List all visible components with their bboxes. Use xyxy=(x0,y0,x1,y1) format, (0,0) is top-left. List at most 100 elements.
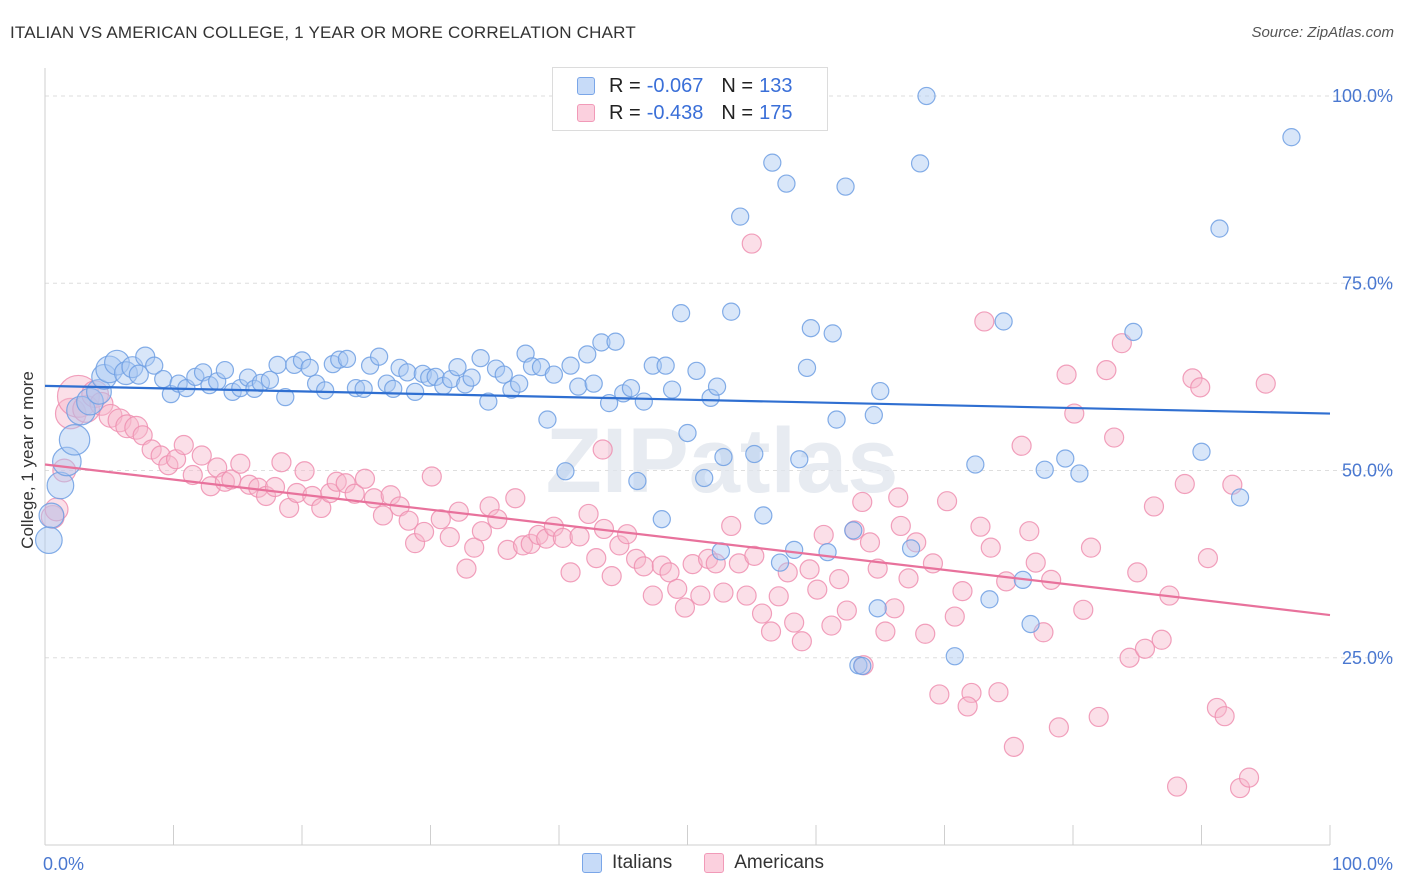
american-point xyxy=(791,631,812,652)
italian-point xyxy=(330,350,349,369)
legend-r-value-italians: -0.067 xyxy=(646,74,704,97)
american-point xyxy=(1080,537,1102,558)
american-point xyxy=(890,515,911,537)
italian-point xyxy=(678,423,697,443)
italian-point xyxy=(731,207,750,226)
italian-point xyxy=(917,86,936,106)
italian-point xyxy=(1021,614,1040,634)
american-point xyxy=(884,598,905,619)
american-point xyxy=(760,621,782,642)
american-point xyxy=(1255,373,1276,394)
american-point xyxy=(344,483,365,504)
american-point xyxy=(497,539,518,560)
americans-swatch xyxy=(577,104,595,122)
italian-point xyxy=(46,471,75,500)
italian-point xyxy=(1035,460,1054,479)
italian-point xyxy=(569,377,588,396)
legend-n-value-americans: 175 xyxy=(759,101,793,124)
italian-point xyxy=(398,363,417,382)
italian-point xyxy=(701,388,720,407)
american-point xyxy=(413,521,435,543)
italian-point xyxy=(994,312,1013,331)
italian-point xyxy=(621,378,641,398)
american-point xyxy=(1041,569,1062,590)
italian-point xyxy=(215,360,235,380)
italian-point xyxy=(76,387,104,416)
american-point xyxy=(1143,496,1165,517)
italian-point xyxy=(448,357,467,377)
american-point xyxy=(578,503,599,525)
american-point xyxy=(354,468,376,489)
bottom-legend-italians-label: Italians xyxy=(612,852,673,873)
american-point xyxy=(536,528,557,549)
american-point xyxy=(744,545,765,566)
american-point xyxy=(311,497,332,519)
italian-point xyxy=(556,462,575,481)
american-point xyxy=(1096,360,1117,381)
american-point xyxy=(1190,377,1211,398)
x-tick-labels: 0.0% 100.0% xyxy=(43,854,1393,874)
american-point xyxy=(464,537,485,558)
american-point xyxy=(682,554,703,575)
italian-point xyxy=(754,506,773,525)
italian-point xyxy=(790,450,809,469)
american-point xyxy=(372,505,394,526)
italian-point xyxy=(836,177,855,196)
italian-point xyxy=(337,349,357,369)
american-point xyxy=(1238,767,1260,788)
italian-point xyxy=(479,392,498,411)
american-point xyxy=(1025,552,1046,573)
american-point xyxy=(957,696,978,717)
italian-point xyxy=(369,347,389,366)
italians-trend-line xyxy=(44,384,1331,415)
italian-point xyxy=(544,365,564,384)
american-point xyxy=(1111,333,1132,354)
american-point xyxy=(1151,629,1172,650)
american-point xyxy=(609,535,630,556)
italian-point xyxy=(853,656,872,676)
american-point xyxy=(132,425,153,446)
american-point xyxy=(1048,717,1069,738)
american-point xyxy=(642,585,663,606)
american-point xyxy=(1088,706,1109,728)
american-point xyxy=(936,491,958,512)
american-point xyxy=(867,558,888,579)
american-point xyxy=(271,452,292,473)
american-point xyxy=(421,466,442,487)
american-point xyxy=(852,491,873,513)
american-point xyxy=(1206,697,1228,719)
american-point xyxy=(777,562,798,583)
american-point xyxy=(173,434,194,456)
italian-point xyxy=(777,174,796,193)
bottom-legend-italians[interactable]: Italians xyxy=(582,852,672,874)
american-point xyxy=(264,476,286,498)
american-point xyxy=(667,578,688,599)
italian-point xyxy=(292,351,312,370)
american-point xyxy=(1127,562,1148,583)
american-point xyxy=(1073,599,1094,620)
bottom-legend-americans[interactable]: Americans xyxy=(704,852,824,874)
american-point xyxy=(560,562,581,583)
american-point xyxy=(829,569,850,590)
y-axis-label: College, 1 year or more xyxy=(18,371,37,549)
american-point xyxy=(430,509,451,530)
italian-point xyxy=(763,153,782,172)
italian-point xyxy=(722,302,741,321)
american-point xyxy=(898,568,919,589)
italian-point xyxy=(538,410,557,429)
italian-point xyxy=(145,356,164,375)
americans-swatch xyxy=(704,853,725,873)
american-point xyxy=(713,582,734,603)
italian-point xyxy=(510,374,529,393)
american-point xyxy=(601,566,622,587)
legend-r-label: R = xyxy=(609,74,641,97)
italian-point xyxy=(420,368,439,387)
italian-point xyxy=(745,444,764,464)
series-americans xyxy=(40,233,1276,799)
italian-point xyxy=(827,410,846,429)
american-point xyxy=(471,521,492,542)
source-label: Source: ZipAtlas.com xyxy=(1251,24,1394,41)
italian-point xyxy=(260,370,280,390)
american-point xyxy=(1003,736,1024,757)
american-point xyxy=(859,532,881,553)
